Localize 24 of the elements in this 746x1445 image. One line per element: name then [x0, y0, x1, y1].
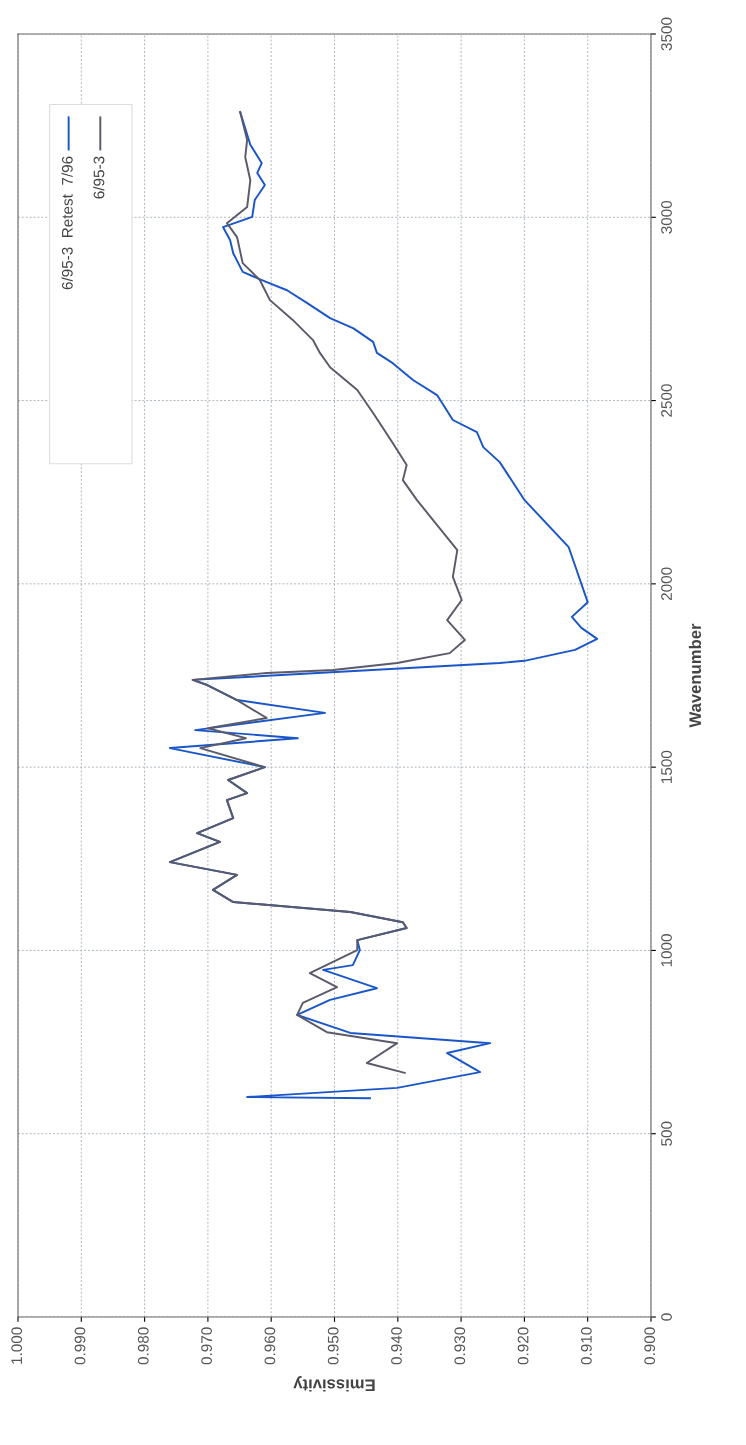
y-tick-label: 1500	[661, 750, 672, 783]
x-tick-label: 0.950	[327, 1327, 339, 1365]
x-tick-label: 0.920	[517, 1327, 529, 1365]
x-tick-label: 0.990	[74, 1327, 86, 1365]
x-tick-label: 0.900	[644, 1327, 656, 1365]
legend-label: 6/95-3 Retest 7/96	[61, 156, 73, 290]
y-tick-label: 0	[661, 1313, 672, 1321]
y-tick-label: 3500	[661, 17, 672, 51]
y-tick-label: 2000	[661, 567, 672, 601]
x-tick-label: 0.980	[137, 1327, 149, 1365]
x-tick-label: 0.940	[391, 1327, 402, 1365]
x-tick-label: 0.910	[580, 1327, 592, 1365]
x-tick-label: 0.930	[454, 1327, 466, 1365]
y-tick-label: 500	[661, 1121, 672, 1146]
y-tick-label: 2500	[661, 384, 672, 417]
line-series	[168, 111, 466, 1074]
x-tick-label: 1.000	[11, 1327, 23, 1364]
y-tick-label: 1000	[661, 934, 672, 967]
y-tick-label: 3000	[661, 200, 672, 234]
y-axis-title: Wavenumber	[688, 623, 702, 728]
x-tick-label: 0.970	[201, 1327, 212, 1365]
x-tick-label: 0.960	[264, 1327, 276, 1365]
legend-label: 6/95-3	[93, 156, 105, 199]
x-axis-title: Emissivity	[293, 1376, 375, 1392]
